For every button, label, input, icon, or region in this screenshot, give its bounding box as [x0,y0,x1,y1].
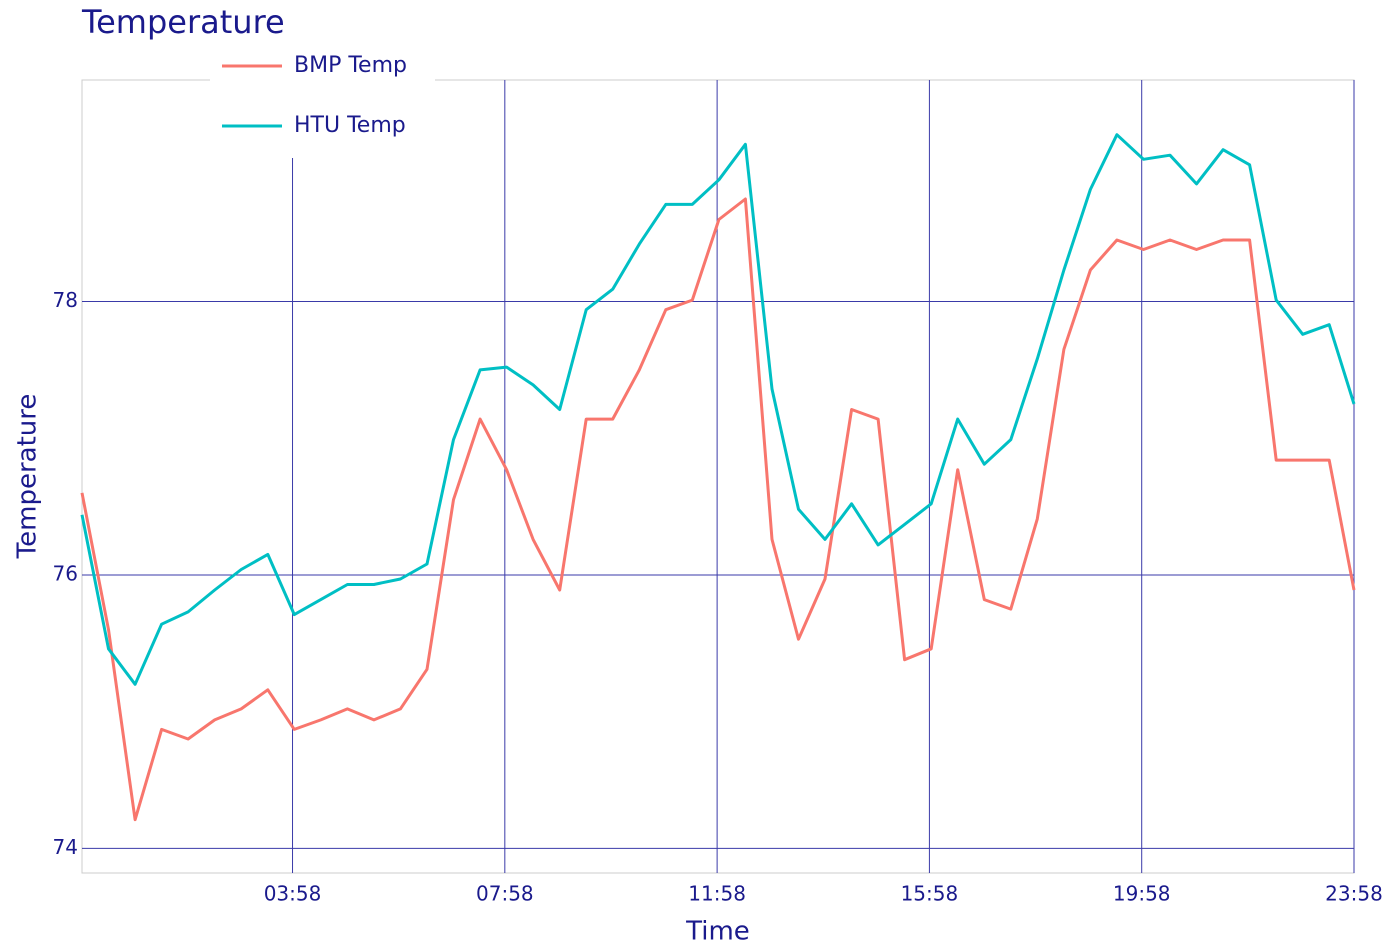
y-axis-label: Temperature [13,394,43,560]
x-tick-label: 15:58 [901,882,959,906]
legend-label: BMP Temp [294,53,407,78]
lines [80,133,1356,822]
y-tick-label: 76 [53,561,78,585]
x-tick-label: 19:58 [1113,882,1171,906]
legend: BMP Temp HTU Temp [210,50,435,158]
x-axis-label: Time [685,917,750,947]
x-tick-label: 11:58 [688,882,746,906]
legend-box [210,50,435,158]
chart-title: Temperature [81,3,285,41]
y-tick-label: 74 [53,835,78,859]
legend-label: HTU Temp [294,113,406,138]
x-tick-label: 07:58 [476,882,534,906]
line-series [80,197,1356,822]
y-tick-label: 78 [53,288,78,312]
x-tick-label: 03:58 [264,882,322,906]
line-series [80,133,1356,686]
grid [82,80,1355,873]
plot-area [81,79,1355,874]
x-tick-label: 23:58 [1325,882,1383,906]
